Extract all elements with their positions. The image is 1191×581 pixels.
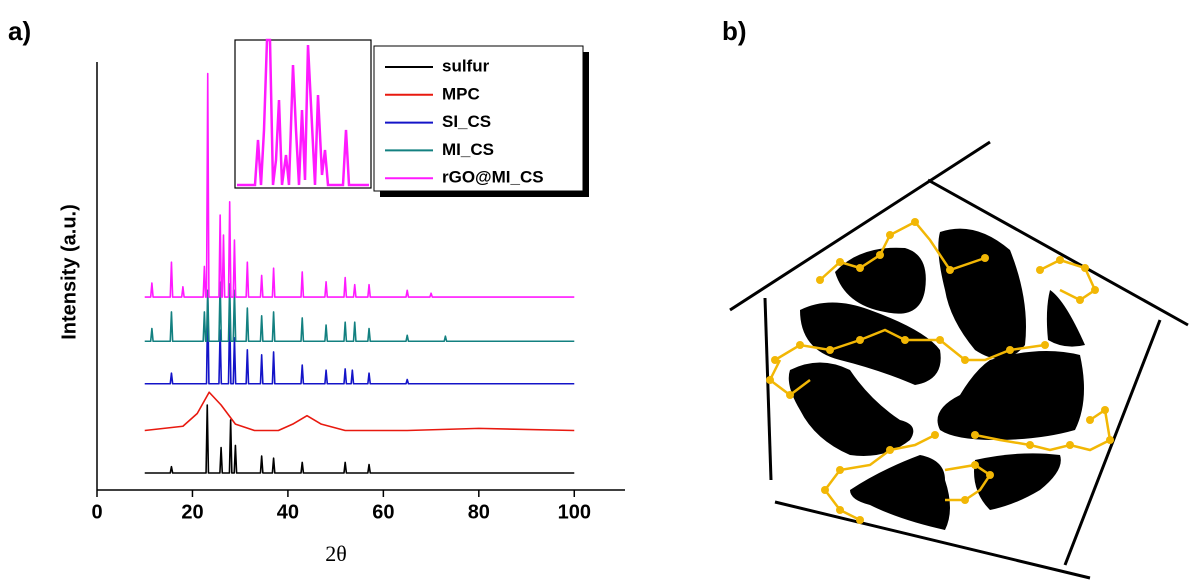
schematic [729, 140, 1189, 580]
series-line [144, 299, 575, 385]
x-tick-label: 80 [468, 501, 490, 523]
legend [373, 45, 584, 192]
x-axis-label: 2θ [325, 541, 347, 566]
legend-label: MI_CS [442, 140, 494, 159]
series-line [144, 72, 575, 298]
legend-label: rGO@MI_CS [442, 168, 544, 187]
series-line [144, 281, 575, 343]
legend-label: sulfur [442, 56, 490, 75]
series-line [144, 404, 575, 474]
x-tick-label: 0 [91, 501, 102, 523]
panel-label: b) [722, 16, 747, 46]
legend-label: MPC [442, 84, 480, 103]
sulfur-atoms [766, 218, 1114, 524]
y-axis-label: Intensity (a.u.) [58, 204, 80, 340]
plot: 0 20 40 60 80 100 [91, 72, 591, 523]
axes [96, 62, 625, 491]
x-tick-label: 20 [181, 501, 203, 523]
inset-curve [237, 38, 369, 187]
legend-label: SI_CS [442, 112, 491, 131]
legend-items: sulfur MPC SI_CS MI_CS rGO@MI_CS [385, 56, 544, 187]
carbon-particles [788, 228, 1085, 530]
x-tick-label: 60 [372, 501, 394, 523]
series-line [144, 391, 575, 432]
x-tick-label: 100 [558, 501, 591, 523]
panel-label: a) [8, 16, 31, 46]
x-tick-label: 40 [277, 501, 299, 523]
